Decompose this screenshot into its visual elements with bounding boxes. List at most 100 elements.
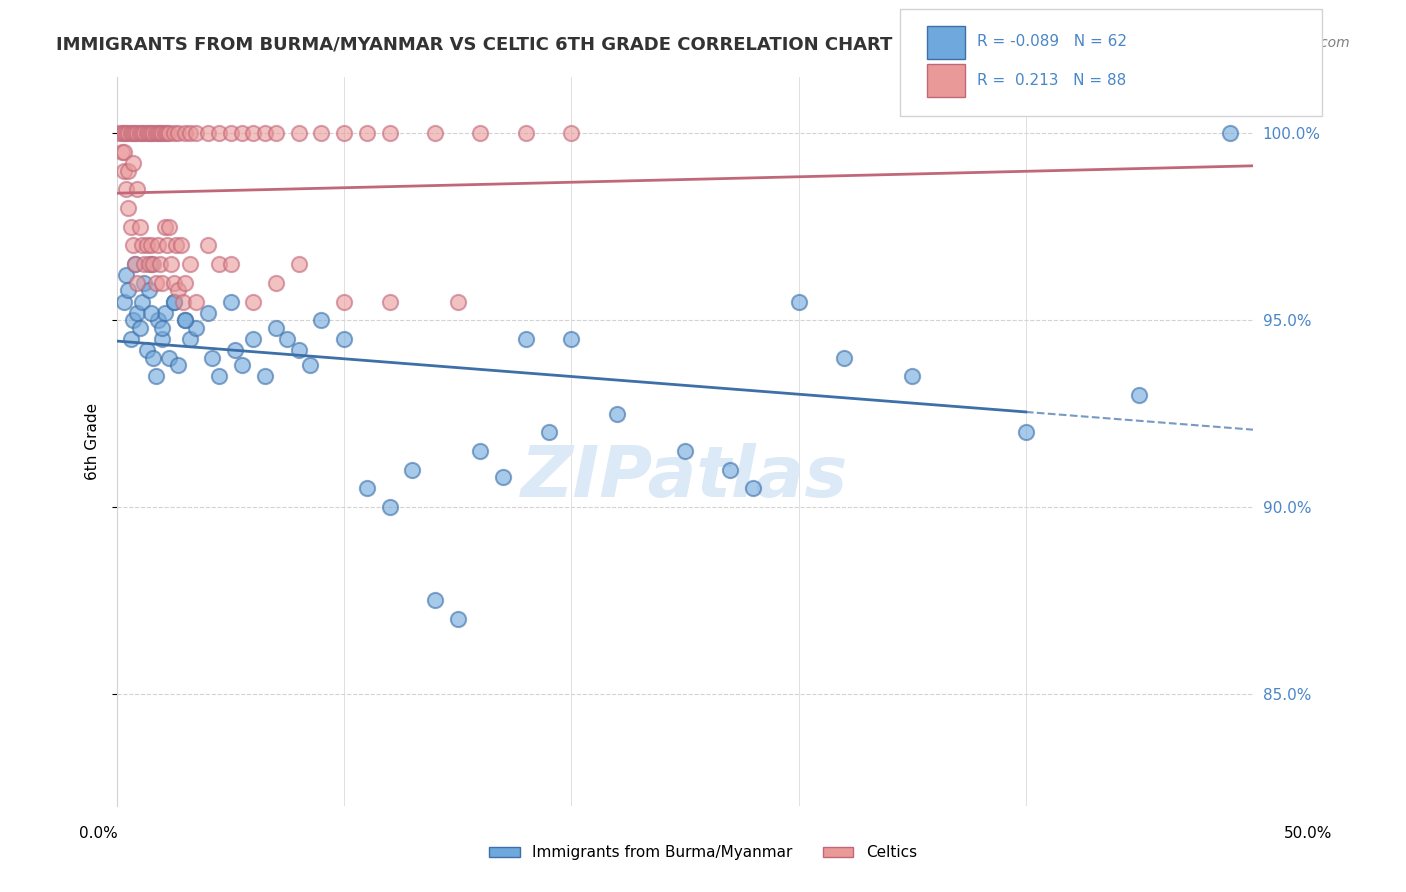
Point [135, 343, 157, 357]
Point [447, 294, 470, 309]
Point [264, 320, 287, 334]
Point [242, 332, 264, 346]
Point [153, 219, 176, 234]
Text: IMMIGRANTS FROM BURMA/MYANMAR VS CELTIC 6TH GRADE CORRELATION CHART: IMMIGRANTS FROM BURMA/MYANMAR VS CELTIC … [56, 36, 893, 54]
Point [242, 127, 264, 141]
Point [163, 276, 186, 290]
Point [673, 443, 696, 458]
Point [112, 127, 135, 141]
Point [356, 481, 378, 495]
Point [156, 238, 179, 252]
Point [167, 127, 190, 141]
Point [378, 294, 401, 309]
Point [156, 127, 179, 141]
Point [197, 238, 219, 252]
Point [197, 127, 219, 141]
Point [153, 306, 176, 320]
Point [163, 294, 186, 309]
Point [110, 145, 132, 160]
Point [127, 276, 149, 290]
Point [1128, 388, 1150, 402]
Point [174, 276, 197, 290]
Point [186, 294, 208, 309]
Point [139, 238, 162, 252]
Point [718, 462, 741, 476]
Point [276, 332, 298, 346]
Point [201, 351, 224, 365]
Y-axis label: 6th Grade: 6th Grade [86, 403, 100, 480]
Point [174, 127, 197, 141]
Point [152, 276, 174, 290]
Point [787, 294, 810, 309]
Point [115, 268, 138, 283]
Point [186, 320, 208, 334]
Point [122, 156, 145, 170]
Point [157, 351, 180, 365]
Point [179, 257, 201, 271]
Point [131, 127, 153, 141]
Point [378, 127, 401, 141]
Point [122, 313, 145, 327]
Point [174, 313, 197, 327]
Point [117, 201, 139, 215]
Point [138, 257, 160, 271]
Point [537, 425, 560, 440]
Point [901, 369, 924, 384]
Point [128, 127, 150, 141]
Point [117, 127, 139, 141]
Point [253, 369, 276, 384]
Point [122, 238, 145, 252]
Point [134, 127, 156, 141]
Point [186, 127, 208, 141]
Point [470, 443, 492, 458]
Point [197, 306, 219, 320]
Point [142, 127, 165, 141]
Point [264, 127, 287, 141]
Point [122, 127, 145, 141]
Point [333, 127, 356, 141]
Point [145, 276, 167, 290]
Point [108, 127, 131, 141]
Point [423, 593, 446, 607]
Point [219, 257, 242, 271]
Point [179, 332, 201, 346]
Point [139, 257, 162, 271]
Point [287, 257, 309, 271]
Point [208, 257, 231, 271]
Point [208, 369, 231, 384]
Point [120, 332, 142, 346]
Point [112, 294, 135, 309]
Point [560, 127, 582, 141]
Point [146, 313, 169, 327]
Point [1015, 425, 1038, 440]
Point [160, 257, 183, 271]
Text: 50.0%: 50.0% [1284, 827, 1331, 841]
Point [157, 127, 180, 141]
Point [153, 127, 176, 141]
Point [135, 238, 157, 252]
Text: ZIPatlas: ZIPatlas [522, 443, 849, 512]
Point [560, 332, 582, 346]
Point [127, 306, 149, 320]
Point [299, 358, 322, 372]
Point [124, 127, 146, 141]
Point [120, 127, 142, 141]
Text: Source: ZipAtlas.com: Source: ZipAtlas.com [1202, 36, 1350, 50]
Point [356, 127, 378, 141]
Point [112, 163, 135, 178]
Point [124, 257, 146, 271]
Point [163, 294, 186, 309]
Point [138, 283, 160, 297]
Point [515, 332, 537, 346]
Point [179, 127, 201, 141]
Point [219, 127, 242, 141]
Point [127, 182, 149, 196]
Point [139, 306, 162, 320]
Point [142, 351, 165, 365]
Point [117, 283, 139, 297]
Point [145, 369, 167, 384]
Point [146, 238, 169, 252]
Point [832, 351, 855, 365]
Point [139, 127, 162, 141]
Point [152, 320, 174, 334]
